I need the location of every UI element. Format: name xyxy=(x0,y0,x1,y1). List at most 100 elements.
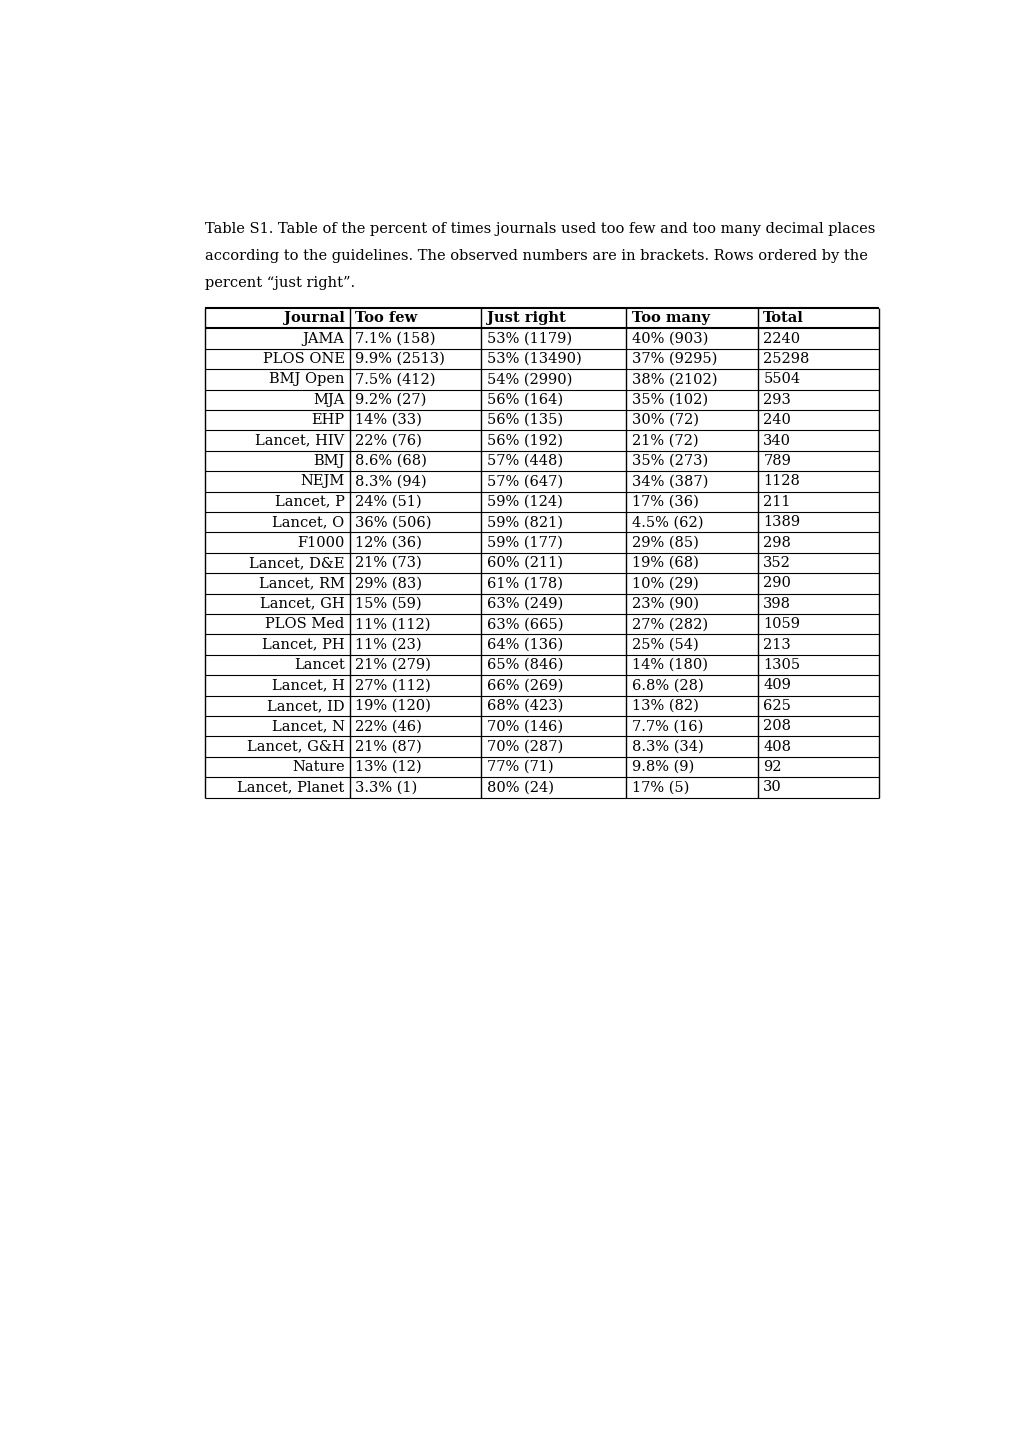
Text: 22% (46): 22% (46) xyxy=(355,719,422,733)
Text: Total: Total xyxy=(762,312,803,325)
Text: 34% (387): 34% (387) xyxy=(631,475,707,488)
Text: 23% (90): 23% (90) xyxy=(631,597,698,610)
Text: 65% (846): 65% (846) xyxy=(486,658,562,672)
Text: 625: 625 xyxy=(762,698,791,713)
Text: 21% (87): 21% (87) xyxy=(355,740,422,753)
Text: 63% (249): 63% (249) xyxy=(486,597,562,610)
Text: 1389: 1389 xyxy=(762,515,800,530)
Text: 36% (506): 36% (506) xyxy=(355,515,431,530)
Text: 14% (33): 14% (33) xyxy=(355,413,422,427)
Text: Lancet, N: Lancet, N xyxy=(271,719,344,733)
Text: 408: 408 xyxy=(762,740,791,753)
Text: BMJ Open: BMJ Open xyxy=(269,372,344,387)
Text: 19% (68): 19% (68) xyxy=(631,556,698,570)
Text: MJA: MJA xyxy=(313,392,344,407)
Text: 10% (29): 10% (29) xyxy=(631,576,698,590)
Text: 298: 298 xyxy=(762,535,791,550)
Text: 70% (287): 70% (287) xyxy=(486,740,562,753)
Text: 30% (72): 30% (72) xyxy=(631,413,698,427)
Text: 37% (9295): 37% (9295) xyxy=(631,352,716,367)
Text: Lancet, Planet: Lancet, Planet xyxy=(237,781,344,795)
Text: 1128: 1128 xyxy=(762,475,799,488)
Text: 4.5% (62): 4.5% (62) xyxy=(631,515,703,530)
Text: 7.7% (16): 7.7% (16) xyxy=(631,719,702,733)
Text: 409: 409 xyxy=(762,678,791,693)
Text: 66% (269): 66% (269) xyxy=(486,678,562,693)
Text: 25298: 25298 xyxy=(762,352,809,367)
Text: 13% (82): 13% (82) xyxy=(631,698,698,713)
Text: 1305: 1305 xyxy=(762,658,800,672)
Text: Nature: Nature xyxy=(291,760,344,773)
Text: 14% (180): 14% (180) xyxy=(631,658,707,672)
Text: 59% (821): 59% (821) xyxy=(486,515,562,530)
Text: Lancet, ID: Lancet, ID xyxy=(267,698,344,713)
Text: Lancet, RM: Lancet, RM xyxy=(259,576,344,590)
Text: 56% (135): 56% (135) xyxy=(486,413,562,427)
Text: percent “just right”.: percent “just right”. xyxy=(205,276,355,290)
Text: 8.3% (94): 8.3% (94) xyxy=(355,475,427,488)
Text: 35% (102): 35% (102) xyxy=(631,392,707,407)
Text: 53% (1179): 53% (1179) xyxy=(486,332,572,345)
Text: Just right: Just right xyxy=(486,312,566,325)
Text: 19% (120): 19% (120) xyxy=(355,698,431,713)
Text: 9.8% (9): 9.8% (9) xyxy=(631,760,693,773)
Text: 29% (85): 29% (85) xyxy=(631,535,698,550)
Text: F1000: F1000 xyxy=(297,535,344,550)
Text: 68% (423): 68% (423) xyxy=(486,698,562,713)
Text: Journal: Journal xyxy=(283,312,344,325)
Text: 92: 92 xyxy=(762,760,781,773)
Text: 24% (51): 24% (51) xyxy=(355,495,422,509)
Text: according to the guidelines. The observed numbers are in brackets. Rows ordered : according to the guidelines. The observe… xyxy=(205,250,867,263)
Text: Lancet, G&H: Lancet, G&H xyxy=(247,740,344,753)
Text: 29% (83): 29% (83) xyxy=(355,576,422,590)
Text: 80% (24): 80% (24) xyxy=(486,781,553,795)
Text: 5504: 5504 xyxy=(762,372,800,387)
Text: Lancet, PH: Lancet, PH xyxy=(262,638,344,652)
Text: Lancet, HIV: Lancet, HIV xyxy=(255,433,344,447)
Text: 208: 208 xyxy=(762,719,791,733)
Text: 40% (903): 40% (903) xyxy=(631,332,707,345)
Text: 398: 398 xyxy=(762,597,791,610)
Text: 27% (282): 27% (282) xyxy=(631,618,707,631)
Text: 211: 211 xyxy=(762,495,790,509)
Text: 70% (146): 70% (146) xyxy=(486,719,562,733)
Text: JAMA: JAMA xyxy=(303,332,344,345)
Text: 57% (647): 57% (647) xyxy=(486,475,562,488)
Text: 21% (73): 21% (73) xyxy=(355,556,422,570)
Text: PLOS ONE: PLOS ONE xyxy=(262,352,344,367)
Text: 61% (178): 61% (178) xyxy=(486,576,562,590)
Text: 15% (59): 15% (59) xyxy=(355,597,422,610)
Text: 240: 240 xyxy=(762,413,791,427)
Text: 13% (12): 13% (12) xyxy=(355,760,422,773)
Text: Too few: Too few xyxy=(355,312,417,325)
Text: 9.2% (27): 9.2% (27) xyxy=(355,392,426,407)
Text: BMJ: BMJ xyxy=(313,455,344,468)
Text: 2240: 2240 xyxy=(762,332,800,345)
Text: 21% (72): 21% (72) xyxy=(631,433,698,447)
Text: 3.3% (1): 3.3% (1) xyxy=(355,781,417,795)
Text: 22% (76): 22% (76) xyxy=(355,433,422,447)
Text: 11% (23): 11% (23) xyxy=(355,638,422,652)
Text: 56% (164): 56% (164) xyxy=(486,392,562,407)
Text: 6.8% (28): 6.8% (28) xyxy=(631,678,703,693)
Text: 38% (2102): 38% (2102) xyxy=(631,372,716,387)
Text: 54% (2990): 54% (2990) xyxy=(486,372,572,387)
Text: 352: 352 xyxy=(762,556,791,570)
Text: 293: 293 xyxy=(762,392,791,407)
Text: 17% (5): 17% (5) xyxy=(631,781,689,795)
Text: Lancet, GH: Lancet, GH xyxy=(260,597,344,610)
Text: 60% (211): 60% (211) xyxy=(486,556,562,570)
Text: Table S1. Table of the percent of times journals used too few and too many decim: Table S1. Table of the percent of times … xyxy=(205,222,874,237)
Text: 11% (112): 11% (112) xyxy=(355,618,430,631)
Text: 21% (279): 21% (279) xyxy=(355,658,431,672)
Text: 35% (273): 35% (273) xyxy=(631,455,707,468)
Text: Lancet, D&E: Lancet, D&E xyxy=(249,556,344,570)
Text: 12% (36): 12% (36) xyxy=(355,535,422,550)
Text: EHP: EHP xyxy=(311,413,344,427)
Text: 1059: 1059 xyxy=(762,618,800,631)
Text: 8.3% (34): 8.3% (34) xyxy=(631,740,703,753)
Text: 59% (177): 59% (177) xyxy=(486,535,562,550)
Text: 27% (112): 27% (112) xyxy=(355,678,431,693)
Text: 63% (665): 63% (665) xyxy=(486,618,562,631)
Text: PLOS Med: PLOS Med xyxy=(265,618,344,631)
